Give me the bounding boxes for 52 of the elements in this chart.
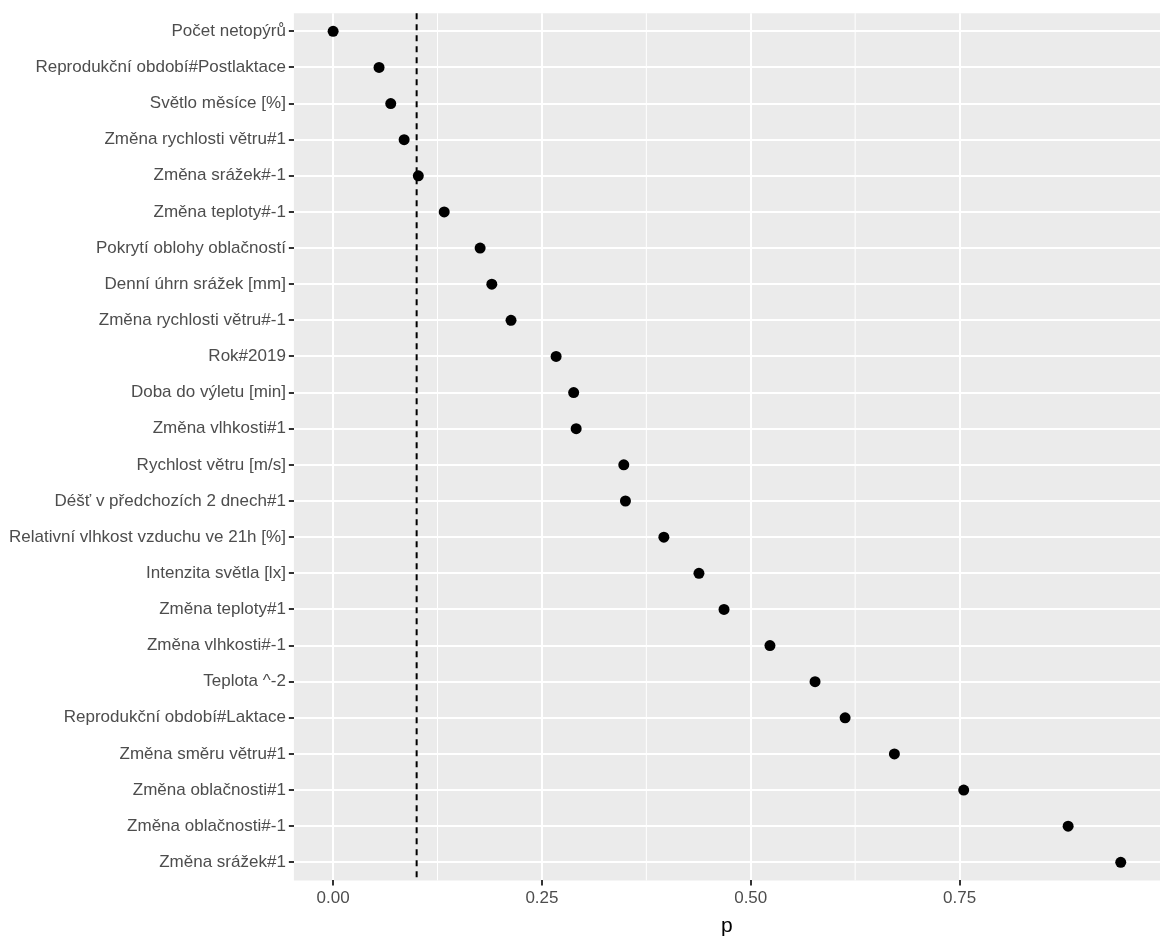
point (570, 423, 582, 435)
point (327, 25, 339, 37)
x-tick-label: 0.75 (943, 888, 977, 908)
x-tick-label: 0.00 (316, 888, 350, 908)
y-tick-label: Změna oblačnosti#-1 (127, 815, 286, 835)
y-tick-label: Relativní vlhkost vzduchu ve 21h [%] (8, 526, 286, 546)
point (693, 567, 705, 579)
point (839, 712, 851, 724)
y-tick-label: Změna rychlosti větru#-1 (98, 310, 286, 330)
x-tick-label: 0.25 (525, 888, 559, 908)
point (718, 603, 730, 615)
y-tick-label: Reprodukční období#Postlaktace (35, 57, 286, 77)
point (1115, 856, 1127, 868)
y-tick-label: Změna rychlosti větru#1 (104, 129, 286, 149)
point (764, 640, 776, 652)
point (888, 748, 900, 760)
y-tick-label: Teplota ^-2 (203, 671, 286, 691)
y-tick-label: Intenzita světla [lx] (146, 562, 286, 582)
point (618, 459, 630, 471)
point (398, 134, 410, 146)
point (438, 206, 450, 218)
point (1062, 820, 1074, 832)
y-tick-label: Změna oblačnosti#1 (132, 779, 286, 799)
x-tick-label: 0.50 (734, 888, 768, 908)
point (809, 676, 821, 688)
y-tick-label: Světlo měsíce [%] (149, 93, 286, 113)
y-tick-label: Déšť v předchozích 2 dnech#1 (54, 490, 286, 510)
y-tick-label: Změna teploty#1 (159, 599, 286, 619)
y-tick-label: Změna směru větru#1 (119, 743, 286, 763)
y-tick-label: Rychlost větru [m/s] (136, 454, 286, 474)
y-tick-label: Změna vlhkosti#-1 (146, 635, 286, 655)
y-tick-label: Počet netopýrů (171, 20, 286, 40)
y-tick-label: Změna srážek#-1 (153, 165, 286, 185)
y-tick-label: Změna vlhkosti#1 (152, 418, 286, 438)
x-axis-title: p (721, 913, 733, 937)
point (958, 784, 970, 796)
point (619, 495, 631, 507)
y-tick-label: Doba do výletu [min] (130, 382, 286, 402)
y-tick-label: Pokrytí oblohy oblačností (95, 237, 287, 257)
point (474, 242, 486, 254)
point (568, 387, 580, 399)
y-tick-label: Rok#2019 (208, 346, 286, 366)
y-tick-label: Změna teploty#-1 (153, 201, 286, 221)
y-tick-label: Reprodukční období#Laktace (63, 707, 286, 727)
point (505, 314, 517, 326)
point (373, 61, 385, 73)
y-tick-label: Denní úhrn srážek [mm] (104, 273, 286, 293)
point (550, 350, 562, 362)
point (385, 98, 397, 110)
y-tick-label: Změna srážek#1 (159, 852, 286, 872)
point (486, 278, 498, 290)
point (658, 531, 670, 543)
